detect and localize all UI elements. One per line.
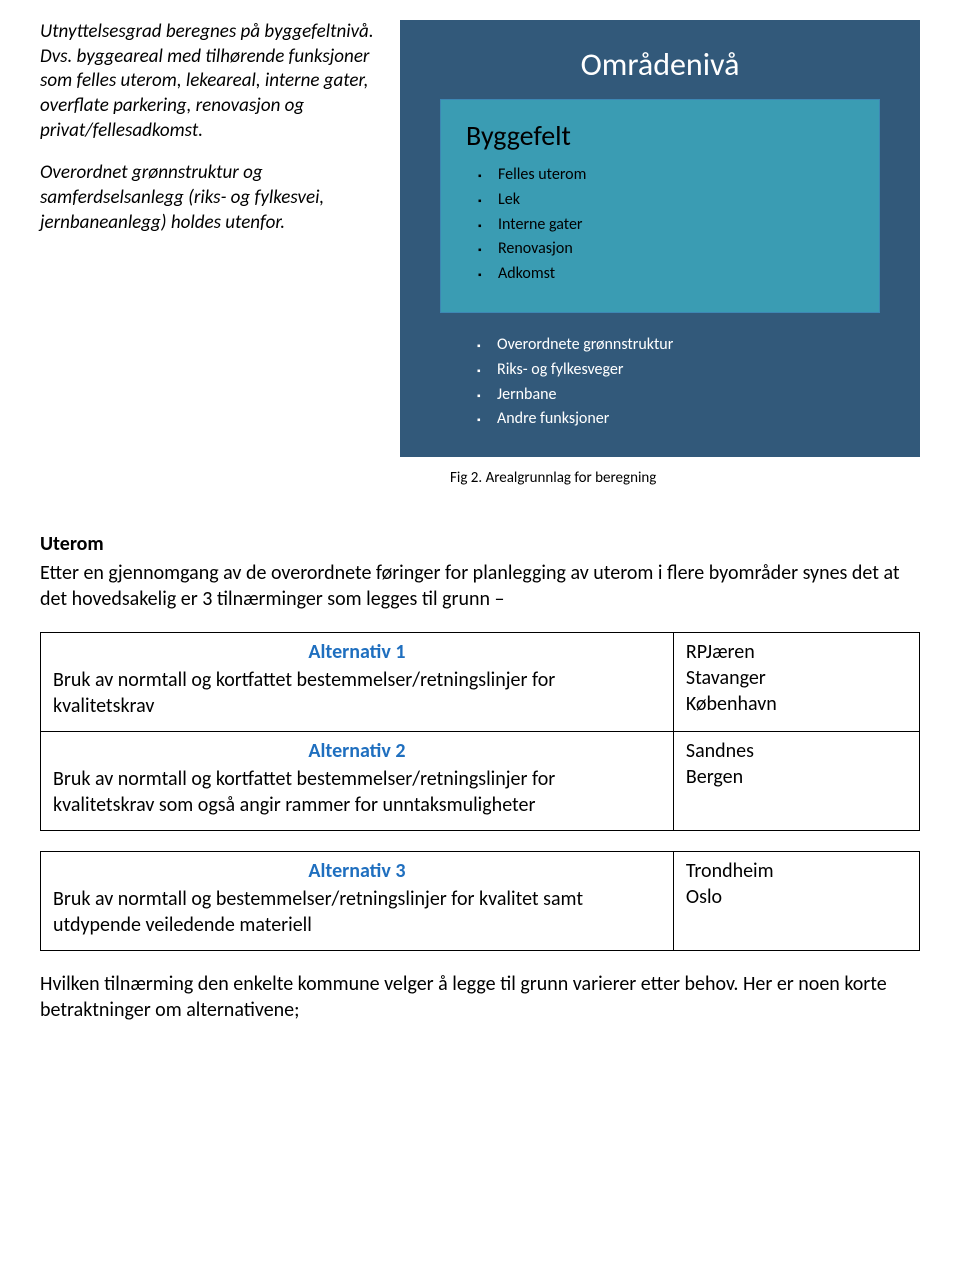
diagram-title: Områdenivå [435,45,885,84]
figure-caption: Fig 2. Arealgrunnlag for beregning [450,469,920,487]
intro-paragraph-2: Overordnet grønnstruktur og samferdselsa… [40,161,380,235]
alt-title: Alternativ 1 [53,639,661,665]
alt-desc: Bruk av normtall og kortfattet bestemmel… [53,668,555,718]
intro-text-block: Utnyttelsesgrad beregnes på byggefeltniv… [40,20,380,254]
table-row: Alternativ 1 Bruk av normtall og kortfat… [41,633,920,732]
outer-function-item: Riks- og fylkesveger [497,358,885,383]
area-level-diagram: Områdenivå Byggefelt Felles uterom Lek I… [400,20,920,457]
outer-functions-list: Overordnete grønnstruktur Riks- og fylke… [465,333,885,432]
alt-desc: Bruk av normtall og bestemmelser/retning… [53,887,583,937]
byggefelt-items: Felles uterom Lek Interne gater Renovasj… [466,163,854,287]
alt-desc-cell: Alternativ 2 Bruk av normtall og kortfat… [41,732,674,831]
alternatives-table-1: Alternativ 1 Bruk av normtall og kortfat… [40,632,920,831]
byggefelt-item: Renovasjon [498,237,854,262]
table-row: Alternativ 2 Bruk av normtall og kortfat… [41,732,920,831]
alt-title: Alternativ 2 [53,738,661,764]
alternatives-table-2: Alternativ 3 Bruk av normtall og bestemm… [40,851,920,951]
outer-function-item: Overordnete grønnstruktur [497,333,885,358]
byggefelt-item: Felles uterom [498,163,854,188]
byggefelt-title: Byggefelt [466,118,854,153]
alt-cities: Sandnes Bergen [686,739,754,789]
table-row: Alternativ 3 Bruk av normtall og bestemm… [41,852,920,951]
alt-desc-cell: Alternativ 3 Bruk av normtall og bestemm… [41,852,674,951]
byggefelt-item: Adkomst [498,262,854,287]
outer-function-item: Andre funksjoner [497,407,885,432]
alt-cities-cell: RPJæren Stavanger København [673,633,919,732]
intro-paragraph-1: Utnyttelsesgrad beregnes på byggefeltniv… [40,20,380,143]
outer-function-item: Jernbane [497,383,885,408]
alt-cities: RPJæren Stavanger København [686,640,777,716]
top-section: Utnyttelsesgrad beregnes på byggefeltniv… [40,20,920,457]
uterom-heading: Uterom [40,532,920,556]
uterom-intro: Etter en gjennomgang av de overordnete f… [40,560,920,612]
alt-cities-cell: Trondheim Oslo [673,852,919,951]
byggefelt-box: Byggefelt Felles uterom Lek Interne gate… [440,99,880,313]
alt-title: Alternativ 3 [53,858,661,884]
footer-paragraph: Hvilken tilnærming den enkelte kommune v… [40,971,920,1023]
alt-desc-cell: Alternativ 1 Bruk av normtall og kortfat… [41,633,674,732]
alt-cities-cell: Sandnes Bergen [673,732,919,831]
byggefelt-item: Lek [498,188,854,213]
byggefelt-item: Interne gater [498,213,854,238]
outer-functions-list-wrap: Overordnete grønnstruktur Riks- og fylke… [435,333,885,432]
alt-cities: Trondheim Oslo [686,859,774,909]
alt-desc: Bruk av normtall og kortfattet bestemmel… [53,767,555,817]
